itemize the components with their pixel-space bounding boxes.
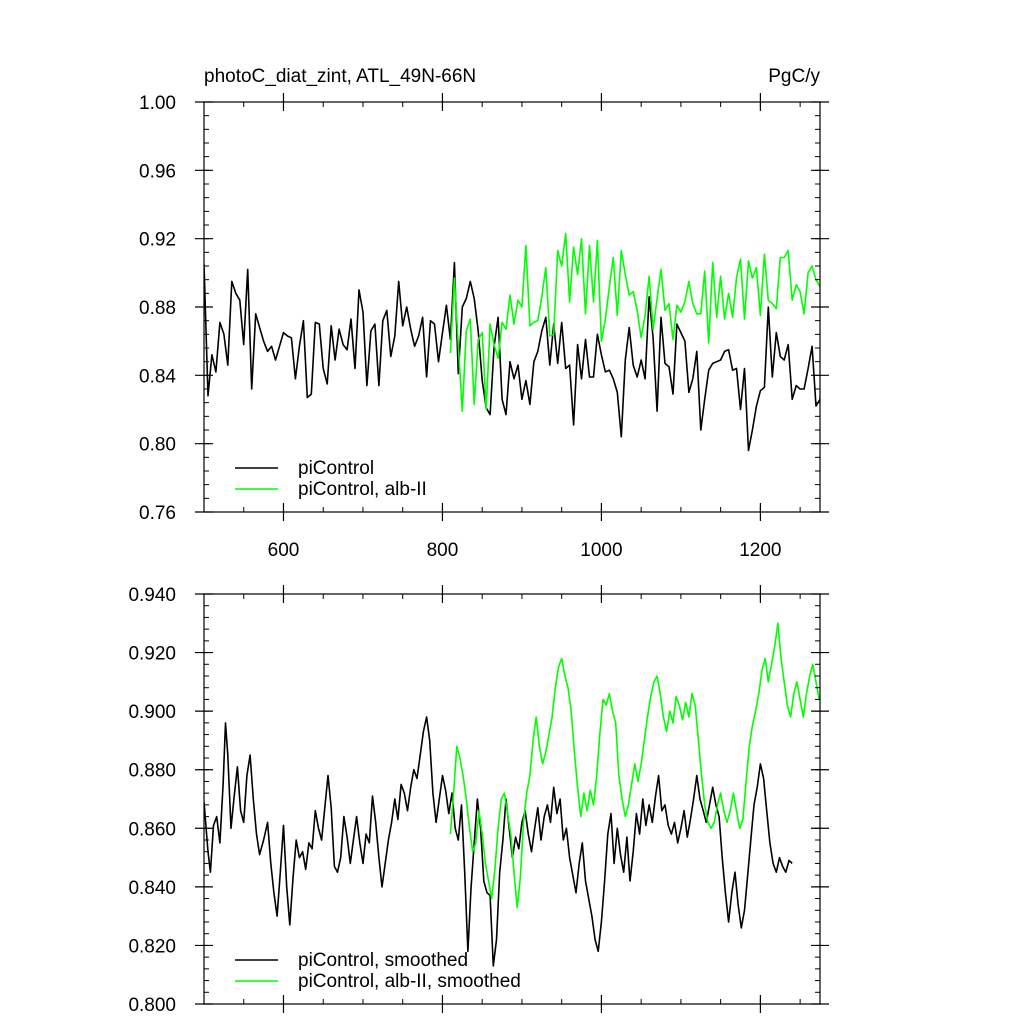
top-legend-label: piControl <box>298 458 374 479</box>
top-y-tick-label: 0.92 <box>139 230 176 251</box>
bottom-y-tick-label: 0.880 <box>128 761 176 782</box>
top-y-tick-label: 1.00 <box>139 93 176 114</box>
bottom-y-tick-label: 0.900 <box>128 702 176 723</box>
top-series-line-1 <box>449 232 820 412</box>
top-x-tick-label: 1000 <box>580 540 622 561</box>
top-y-tick-label: 0.80 <box>139 435 176 456</box>
bottom-axes: 0.800 0.820 0.840 0.860 0.880 0.900 0.920 0.940 <box>128 585 829 1016</box>
bottom-y-tick-label: 0.840 <box>128 878 176 899</box>
bottom-series-line-1 <box>449 622 820 909</box>
top-panel: 0.76 0.80 0.84 0.88 0.92 0.96 1.00 600 800 1000 12… <box>139 93 829 561</box>
top-y-tick-label: 0.76 <box>139 503 176 524</box>
top-x-tick-label: 600 <box>268 540 300 561</box>
bottom-plot-area <box>204 622 820 967</box>
bottom-legend-label: piControl, alb-II, smoothed <box>298 971 521 992</box>
top-series-line-0 <box>204 261 820 452</box>
top-plot-area <box>204 232 820 452</box>
bottom-y-tick-label: 0.800 <box>128 995 176 1016</box>
bottom-y-tick-label: 0.940 <box>128 585 176 606</box>
bottom-plot-frame <box>203 593 821 1005</box>
chart-title: photoC_diat_zint, ATL_49N-66N <box>204 66 476 87</box>
top-y-tick-label: 0.84 <box>139 366 176 387</box>
bottom-legend-label: piControl, smoothed <box>298 950 468 971</box>
top-x-tick-label: 1200 <box>739 540 781 561</box>
bottom-y-tick-label: 0.860 <box>128 819 176 840</box>
bottom-series-line-0 <box>204 716 793 967</box>
top-x-tick-label: 800 <box>427 540 459 561</box>
bottom-panel: 0.800 0.820 0.840 0.860 0.880 0.900 0.920 0.940… <box>128 585 829 1016</box>
top-y-tick-label: 0.88 <box>139 298 176 319</box>
bottom-y-tick-label: 0.920 <box>128 644 176 665</box>
top-legend-label: piControl, alb-II <box>298 479 427 500</box>
units-label: PgC/y <box>768 66 820 87</box>
top-axes: 0.76 0.80 0.84 0.88 0.92 0.96 1.00 600 800 1000 12… <box>139 93 829 561</box>
top-y-tick-label: 0.96 <box>139 161 176 182</box>
bottom-y-tick-label: 0.820 <box>128 936 176 957</box>
